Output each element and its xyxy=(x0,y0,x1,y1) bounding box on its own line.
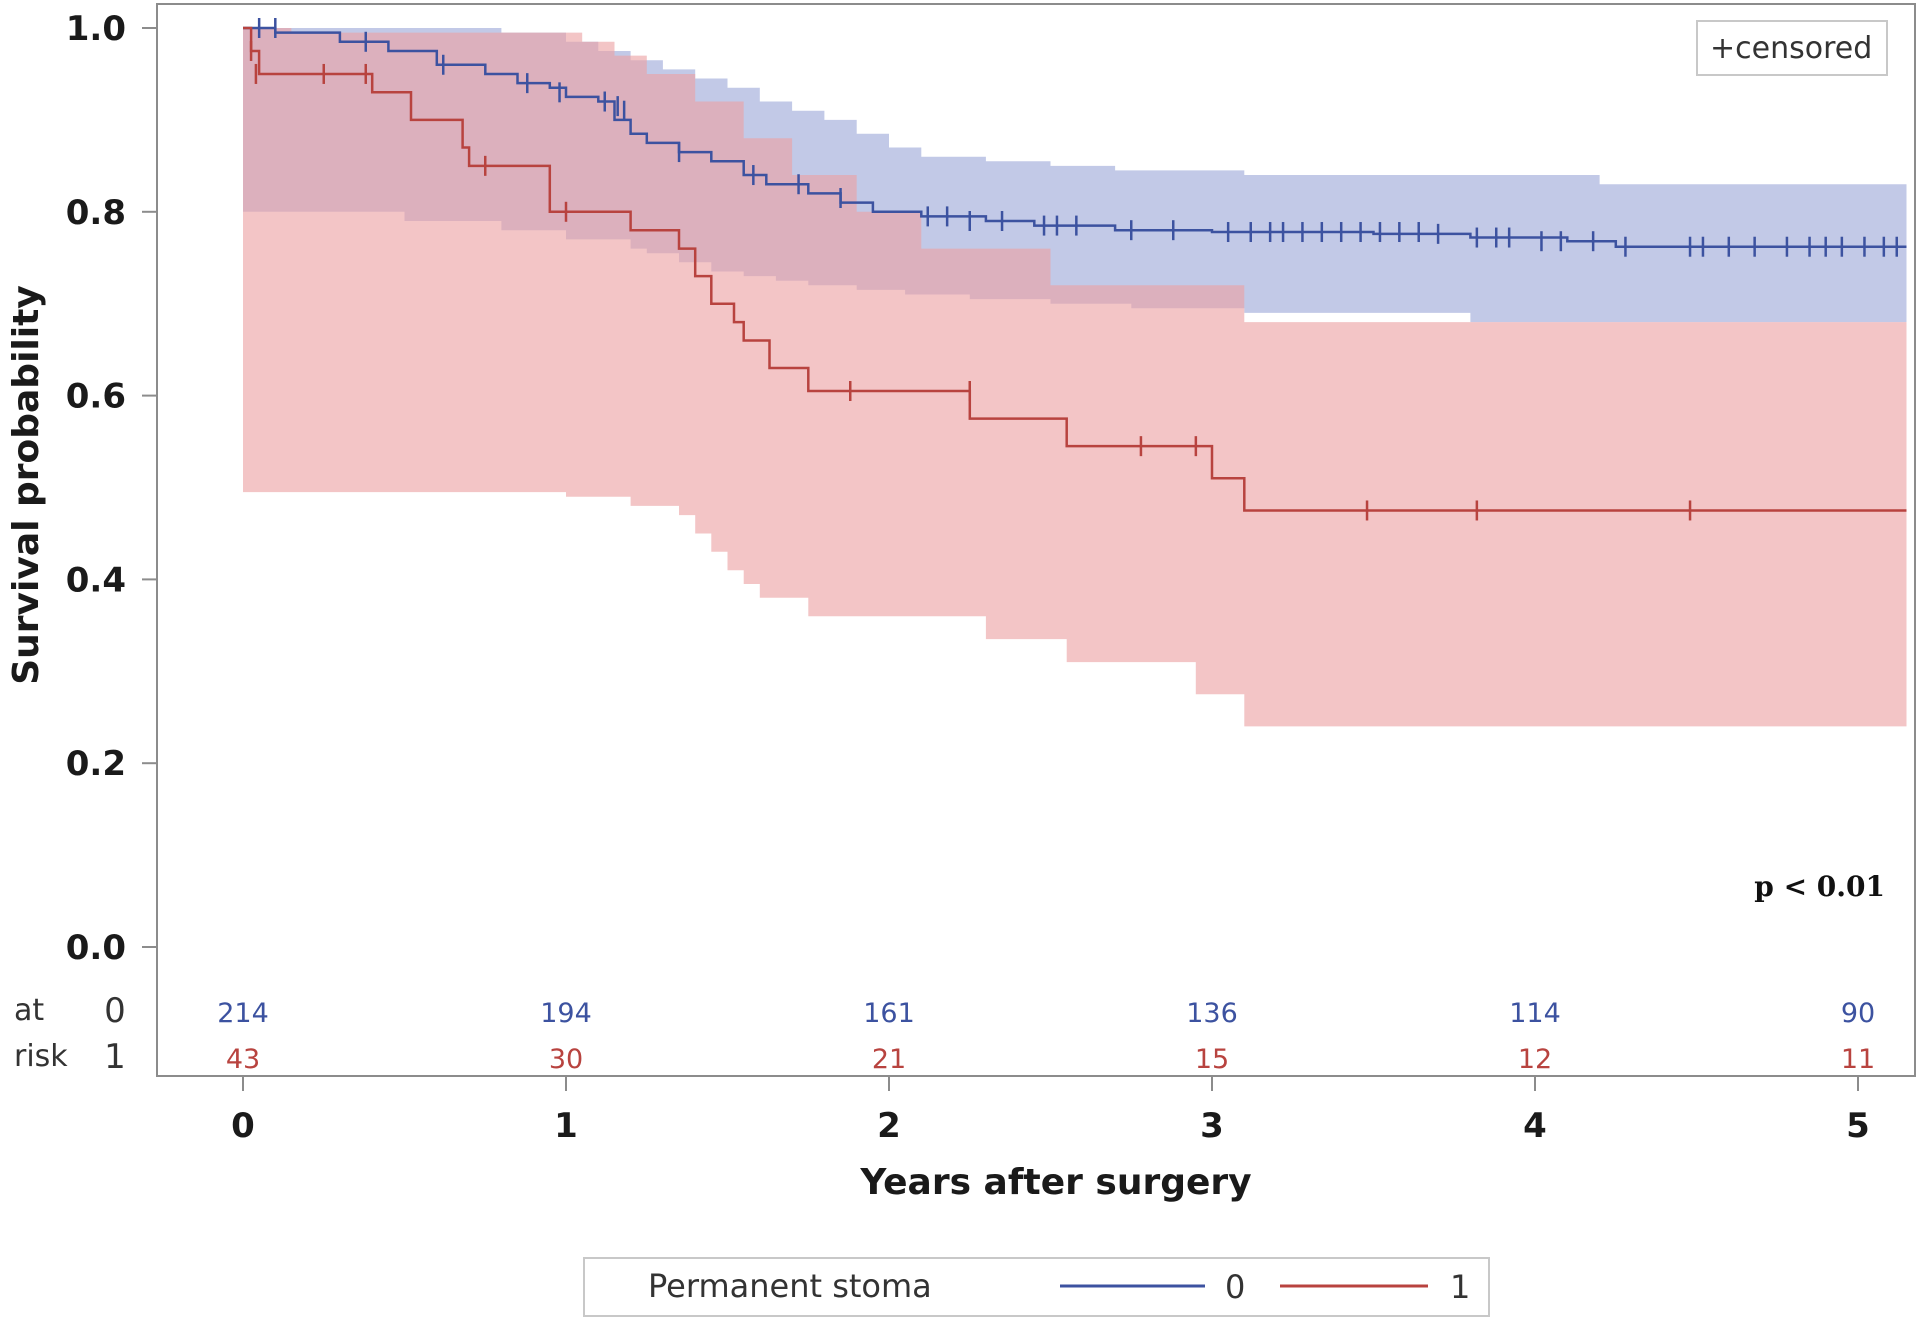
x-tick-label: 3 xyxy=(1200,1106,1224,1146)
y-axis: 0.0 0.2 0.4 0.6 0.8 1.0 xyxy=(66,9,157,968)
survival-curve-series-1 xyxy=(243,26,1907,512)
group-legend: Permanent stoma 0 1 xyxy=(583,1257,1490,1317)
legend-label-series-1: 1 xyxy=(1450,1268,1470,1306)
x-tick-label: 4 xyxy=(1523,1106,1547,1146)
confidence-bands xyxy=(243,28,1907,727)
group-legend-title: Permanent stoma xyxy=(648,1267,932,1305)
x-tick-label: 2 xyxy=(877,1106,901,1146)
y-tick-label: 1.0 xyxy=(66,9,126,49)
risk-count-series-0: 136 xyxy=(1186,998,1238,1029)
risk-count-series-0: 114 xyxy=(1509,998,1561,1029)
confidence-band-series-1 xyxy=(243,28,1907,727)
censor-marks xyxy=(249,18,1899,521)
legend-label-series-0: 0 xyxy=(1225,1268,1245,1306)
x-axis: 0 1 2 3 4 5 xyxy=(231,1076,1870,1146)
survival-curve-series-0 xyxy=(243,26,1907,248)
x-tick-label: 1 xyxy=(554,1106,578,1146)
y-tick-label: 0.6 xyxy=(66,377,126,417)
risk-group-label-0: 0 xyxy=(104,991,126,1031)
censored-legend-label: +censored xyxy=(1710,31,1872,66)
risk-count-series-1: 15 xyxy=(1195,1044,1229,1075)
p-value-annotation: p < 0.01 xyxy=(1754,870,1885,903)
risk-count-series-1: 30 xyxy=(549,1044,583,1075)
risk-count-series-0: 161 xyxy=(863,998,915,1029)
risk-count-series-1: 43 xyxy=(226,1044,260,1075)
x-tick-label: 0 xyxy=(231,1106,255,1146)
risk-label-risk: risk xyxy=(14,1039,68,1074)
risk-count-series-0: 214 xyxy=(217,998,269,1029)
risk-group-label-1: 1 xyxy=(104,1037,126,1077)
survival-curves xyxy=(243,26,1907,512)
y-tick-label: 0.4 xyxy=(66,560,126,600)
censored-legend-box xyxy=(1696,20,1888,76)
plot-frame xyxy=(156,3,1916,1077)
risk-count-series-1: 11 xyxy=(1841,1044,1875,1075)
y-tick-label: 0.8 xyxy=(66,193,126,233)
risk-count-series-1: 12 xyxy=(1518,1044,1552,1075)
y-tick-label: 0.2 xyxy=(66,744,126,784)
risk-count-series-0: 90 xyxy=(1841,998,1875,1029)
x-axis-title: Years after surgery xyxy=(859,1162,1251,1203)
risk-count-series-1: 21 xyxy=(872,1044,906,1075)
risk-label-at: at xyxy=(14,993,44,1028)
y-axis-title: Survival probability xyxy=(6,285,47,685)
y-tick-label: 0.0 xyxy=(66,928,126,968)
x-tick-label: 5 xyxy=(1846,1106,1870,1146)
risk-count-series-0: 194 xyxy=(540,998,592,1029)
risk-table: 214 194 161 136 114 90 43 30 21 15 12 11 xyxy=(217,998,1875,1075)
censored-legend: +censored xyxy=(1696,20,1888,76)
